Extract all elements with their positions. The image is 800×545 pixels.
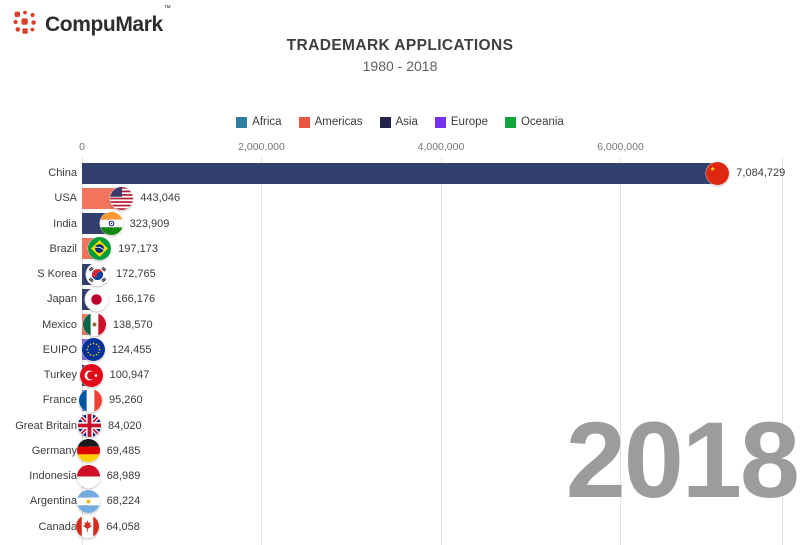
country-label: India: [53, 217, 77, 230]
compumark-logo-text: CompuMark™: [45, 5, 171, 36]
x-tick-label: 6,000,000: [597, 141, 644, 153]
flag-icon-id: [76, 464, 100, 488]
gridline: [620, 157, 622, 545]
flag-icon-in: [99, 212, 123, 236]
legend: Africa Americas Asia Europe Oceania: [0, 116, 800, 128]
plot-right-border: [782, 157, 783, 545]
country-label: Brazil: [49, 242, 77, 255]
flag-icon-us: [110, 186, 134, 210]
flag-icon-de: [76, 439, 100, 463]
flag-icon-eu: [81, 338, 105, 362]
compumark-dots-icon: [12, 9, 38, 41]
legend-item: Oceania: [504, 116, 564, 128]
country-label: Mexico: [42, 318, 77, 331]
bar-row: Argentina 68,224: [0, 489, 800, 514]
bar-row: China 7,084,729: [0, 161, 800, 186]
gridline: [440, 157, 442, 545]
value-label: 84,020: [108, 419, 142, 432]
bar-row: Canada 64,058: [0, 514, 800, 539]
country-label: Argentina: [29, 495, 77, 508]
value-label: 138,570: [112, 318, 153, 331]
legend-item: Americas: [298, 116, 363, 128]
country-label: S Korea: [37, 268, 77, 281]
legend-swatch: [236, 116, 248, 128]
chart-subtitle: 1980 - 2018: [362, 58, 438, 74]
bar: [82, 162, 718, 184]
value-label: 172,765: [116, 268, 156, 281]
x-tick-label: 4,000,000: [417, 141, 465, 153]
value-label: 95,260: [109, 394, 143, 407]
bar-row: Japan 166,176: [0, 287, 800, 312]
country-label: EUIPO: [42, 343, 77, 356]
value-label: 68,989: [106, 470, 141, 483]
legend-label: Americas: [314, 116, 363, 128]
country-label: Canada: [38, 520, 77, 533]
flag-icon-br: [88, 237, 112, 261]
year-overlay: 2018: [565, 399, 800, 520]
gridline: [261, 157, 263, 545]
value-label: 323,909: [129, 217, 170, 230]
value-label: 197,173: [118, 242, 158, 255]
bar-row: Mexico 138,570: [0, 312, 800, 337]
x-tick-label: 2,000,000: [238, 141, 285, 153]
flag-icon-fr: [79, 388, 102, 412]
country-label: China: [48, 167, 77, 180]
value-label: 68,224: [106, 495, 141, 508]
flag-icon-ar: [76, 489, 100, 513]
x-tick-label: 0: [79, 141, 85, 153]
flag-icon-tr: [79, 363, 103, 387]
country-label: Great Britain: [15, 419, 77, 432]
country-label: Turkey: [43, 369, 77, 382]
flag-icon-gb: [78, 414, 101, 438]
value-label: 166,176: [115, 293, 156, 306]
flag-icon-mx: [82, 313, 106, 337]
country-label: USA: [54, 192, 77, 205]
legend-swatch: [504, 116, 516, 128]
bar-row: Turkey 100,947: [0, 363, 800, 388]
bar-row: EUIPO 124,455: [0, 337, 800, 362]
bar-row: USA 443,046: [0, 186, 800, 211]
country-label: Germany: [31, 444, 77, 457]
legend-swatch: [434, 116, 446, 128]
value-label: 443,046: [140, 192, 181, 205]
bar-row: France 95,260: [0, 388, 800, 413]
flag-icon-cn: [706, 161, 730, 185]
value-label: 124,455: [111, 343, 152, 356]
legend-label: Asia: [395, 116, 418, 128]
legend-label: Europe: [450, 116, 488, 128]
value-label: 69,485: [106, 444, 141, 457]
bar-row: Indonesia 68,989: [0, 464, 800, 489]
country-label: Indonesia: [29, 470, 77, 483]
bar-row: Brazil 197,173: [0, 236, 800, 261]
country-label: France: [42, 394, 77, 407]
trademark-symbol: ™: [163, 5, 171, 12]
bar-row: Great Britain 84,020: [0, 413, 800, 438]
flag-icon-ca: [76, 515, 100, 539]
value-label: 100,947: [109, 369, 150, 382]
legend-swatch: [298, 116, 310, 128]
legend-item: Africa: [236, 116, 282, 128]
bar-row: S Korea 172,765: [0, 262, 800, 287]
value-label: 64,058: [106, 520, 140, 533]
legend-label: Oceania: [520, 116, 564, 128]
country-label: Japan: [47, 293, 77, 306]
bar-row: India 323,909: [0, 211, 800, 236]
flag-icon-kr: [86, 262, 109, 286]
value-label: 7,084,729: [736, 167, 786, 180]
chart-title: TRADEMARK APPLICATIONS: [286, 37, 514, 54]
flag-icon-jp: [85, 287, 109, 311]
legend-label: Africa: [252, 116, 282, 128]
legend-item: Europe: [434, 116, 488, 128]
legend-swatch: [379, 116, 391, 128]
bar-row: Germany 69,485: [0, 438, 800, 463]
legend-item: Asia: [379, 116, 418, 128]
compumark-logo: CompuMark™: [12, 5, 171, 41]
